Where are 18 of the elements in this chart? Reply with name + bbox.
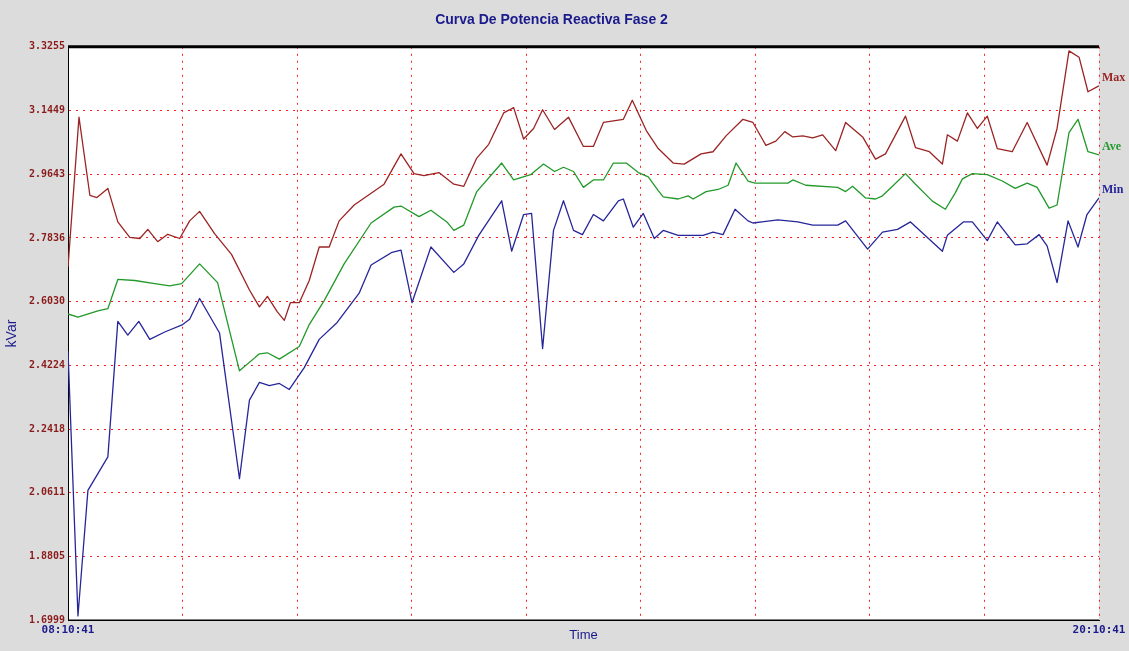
y-tick-label: 2.0611 xyxy=(28,486,65,498)
y-tick-label: 2.2418 xyxy=(28,422,65,434)
y-tick-label: 2.4224 xyxy=(28,358,65,370)
series-label: Max xyxy=(1102,69,1126,84)
y-tick-label: 2.6030 xyxy=(28,295,65,307)
series-label: Min xyxy=(1102,182,1124,197)
series-label: Ave xyxy=(1102,139,1122,154)
y-tick-label: 2.7836 xyxy=(28,231,65,243)
x-axis-title: Time xyxy=(569,626,598,642)
y-tick-label: 1.8805 xyxy=(28,550,65,562)
y-tick-label: 1.6999 xyxy=(28,613,65,625)
y-tick-label: 3.3255 xyxy=(28,40,65,52)
chart-title: Curva De Potencia Reactiva Fase 2 xyxy=(435,11,669,28)
x-tick-label: 20:10:41 xyxy=(1072,622,1126,636)
y-axis-title: kVar xyxy=(3,319,20,348)
y-tick-label: 2.9643 xyxy=(28,167,65,179)
y-tick-label: 3.1449 xyxy=(28,104,65,116)
x-tick-label: 08:10:41 xyxy=(41,622,95,636)
